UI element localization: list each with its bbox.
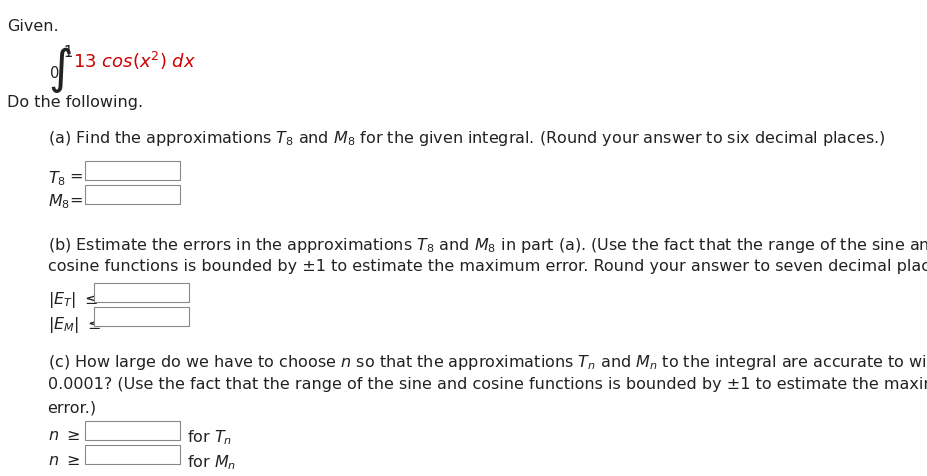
Text: $|E_T|\ \leq$: $|E_T|\ \leq$ bbox=[47, 290, 97, 310]
Text: Given.: Given. bbox=[6, 19, 58, 34]
Text: for $M_n$: for $M_n$ bbox=[187, 452, 236, 471]
Text: $n\ \geq$: $n\ \geq$ bbox=[47, 427, 80, 442]
FancyBboxPatch shape bbox=[85, 162, 180, 181]
FancyBboxPatch shape bbox=[85, 421, 180, 440]
Text: $\int$: $\int$ bbox=[47, 45, 71, 95]
Text: Do the following.: Do the following. bbox=[6, 95, 143, 110]
FancyBboxPatch shape bbox=[85, 186, 180, 205]
Text: $|E_M|\ \leq$: $|E_M|\ \leq$ bbox=[47, 315, 100, 334]
Text: $T_8$: $T_8$ bbox=[47, 169, 66, 187]
Text: =: = bbox=[70, 192, 83, 208]
FancyBboxPatch shape bbox=[85, 446, 180, 465]
Text: $n\ \geq$: $n\ \geq$ bbox=[47, 452, 80, 467]
Text: 0: 0 bbox=[49, 66, 59, 80]
Text: 1: 1 bbox=[63, 45, 72, 60]
Text: (c) How large do we have to choose $n$ so that the approximations $T_n$ and $M_n: (c) How large do we have to choose $n$ s… bbox=[47, 352, 927, 371]
Text: error.): error.) bbox=[47, 400, 96, 415]
FancyBboxPatch shape bbox=[94, 308, 189, 327]
Text: $M_8$: $M_8$ bbox=[47, 192, 70, 211]
Text: (b) Estimate the errors in the approximations $T_8$ and $M_8$ in part (a). (Use : (b) Estimate the errors in the approxima… bbox=[47, 235, 927, 254]
Text: $\mathit{13\ cos(x^2)\ dx}$: $\mathit{13\ cos(x^2)\ dx}$ bbox=[73, 50, 197, 72]
FancyBboxPatch shape bbox=[94, 283, 189, 302]
Text: 0.0001? (Use the fact that the range of the sine and cosine functions is bounded: 0.0001? (Use the fact that the range of … bbox=[47, 376, 927, 391]
Text: cosine functions is bounded by ±1 to estimate the maximum error. Round your answ: cosine functions is bounded by ±1 to est… bbox=[47, 259, 927, 274]
Text: for $T_n$: for $T_n$ bbox=[187, 427, 232, 446]
Text: =: = bbox=[70, 169, 83, 184]
Text: (a) Find the approximations $T_8$ and $M_8$ for the given integral. (Round your : (a) Find the approximations $T_8$ and $M… bbox=[47, 128, 884, 147]
